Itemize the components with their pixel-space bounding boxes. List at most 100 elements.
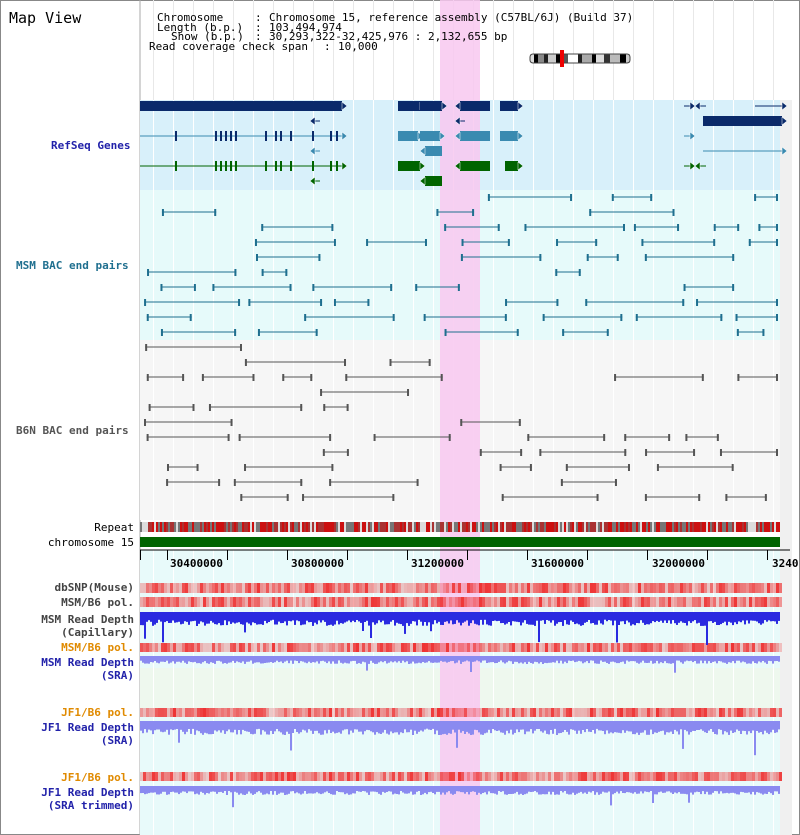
read-depth-bar [512, 656, 514, 664]
read-depth-bar [624, 721, 626, 733]
read-depth-bar [508, 721, 510, 734]
polymorphism-mark [191, 772, 194, 781]
chromosome-ideogram[interactable] [528, 53, 632, 64]
polymorphism-mark [371, 643, 374, 652]
polymorphism-mark [233, 708, 236, 717]
read-depth-bar [560, 721, 562, 733]
read-depth-bar [462, 721, 464, 732]
read-depth-bar [312, 721, 314, 734]
polymorphism-mark [335, 643, 338, 652]
polymorphism-mark [662, 643, 665, 652]
read-depth-bar [572, 612, 574, 622]
read-depth-bar [260, 612, 262, 625]
polymorphism-mark [434, 583, 437, 593]
read-depth-bar [322, 656, 324, 661]
repeat-mark [756, 522, 758, 532]
polymorphism-mark [641, 583, 644, 593]
read-depth-bar [656, 612, 658, 621]
polymorphism-mark [614, 708, 617, 717]
read-depth-bar [258, 721, 260, 729]
read-depth-bar [396, 721, 398, 733]
read-depth-bar [554, 721, 556, 729]
read-depth-bar [376, 721, 378, 733]
read-depth-bar [592, 786, 594, 792]
read-depth-bar [768, 786, 770, 792]
polymorphism-mark [365, 708, 368, 717]
polymorphism-mark [503, 597, 506, 607]
read-depth-bar [772, 656, 774, 664]
read-depth-bar [162, 786, 164, 792]
polymorphism-mark [323, 772, 326, 781]
gene-strand-arrow [439, 131, 446, 141]
repeat-mark [334, 522, 336, 532]
read-depth-bar [242, 612, 244, 625]
polymorphism-mark [395, 583, 398, 593]
read-depth-bar [356, 786, 358, 791]
polymorphism-mark [584, 643, 587, 652]
polymorphism-mark [359, 583, 362, 593]
read-depth-bar [174, 656, 176, 664]
polymorphism-mark [746, 708, 749, 717]
bac-end-mark [596, 494, 599, 501]
repeat-mark [152, 522, 154, 532]
read-depth-bar [582, 612, 584, 626]
polymorphism-mark [548, 708, 551, 717]
repeat-mark [672, 522, 674, 532]
repeat-mark [772, 522, 774, 532]
repeat-mark [598, 522, 600, 532]
length-value: 103,494,974 [269, 21, 342, 34]
polymorphism-mark [653, 708, 656, 717]
read-depth-bar [192, 656, 194, 663]
gene-exon [280, 161, 282, 171]
bac-end-mark [527, 434, 530, 441]
chromosome-label: Chromosome [157, 11, 224, 24]
read-depth-bar [762, 656, 764, 661]
polymorphism-mark [560, 583, 563, 593]
read-depth-bar [306, 786, 308, 794]
read-depth-bar [418, 612, 420, 620]
read-depth-bar [556, 721, 558, 735]
read-depth-bar [198, 786, 200, 795]
repeat-mark [282, 522, 284, 532]
polymorphism-mark [743, 708, 746, 717]
polymorphism-mark [392, 772, 395, 781]
read-depth-bar [424, 656, 426, 663]
read-depth-bar [748, 721, 750, 732]
read-depth-bar [714, 786, 716, 791]
bac-end-mark [193, 284, 196, 291]
track-label-msm-depth-capillary-sub: (Capillary) [61, 626, 134, 639]
read-depth-bar [184, 786, 186, 792]
read-depth-bar [764, 656, 766, 663]
read-depth-bar [574, 721, 576, 731]
read-depth-bar [626, 786, 628, 793]
read-depth-bar [698, 786, 700, 792]
repeat-mark [512, 522, 514, 532]
read-depth-bar [346, 786, 348, 794]
polymorphism-mark [692, 708, 695, 717]
polymorphism-mark [287, 597, 290, 607]
read-depth-bar [466, 612, 468, 621]
read-depth-bar [498, 612, 500, 621]
read-depth-bar [696, 656, 698, 664]
polymorphism-mark [662, 772, 665, 781]
polymorphism-mark [305, 583, 308, 593]
read-depth-bar [224, 786, 226, 791]
polymorphism-mark [632, 772, 635, 781]
read-depth-bar [430, 721, 432, 730]
repeat-mark [600, 522, 602, 532]
polymorphism-mark [449, 583, 452, 593]
polymorphism-mark [761, 643, 764, 652]
polymorphism-mark [632, 708, 635, 717]
polymorphism-mark [521, 583, 524, 593]
polymorphism-mark [182, 772, 185, 781]
polymorphism-mark [710, 708, 713, 717]
read-depth-bar [552, 612, 554, 621]
polymorphism-mark [599, 643, 602, 652]
bac-end-mark [614, 479, 617, 486]
read-depth-bar [256, 786, 258, 793]
polymorphism-mark [380, 708, 383, 717]
read-depth-bar [550, 721, 552, 730]
polymorphism-mark [719, 583, 722, 593]
polymorphism-mark [329, 583, 332, 593]
